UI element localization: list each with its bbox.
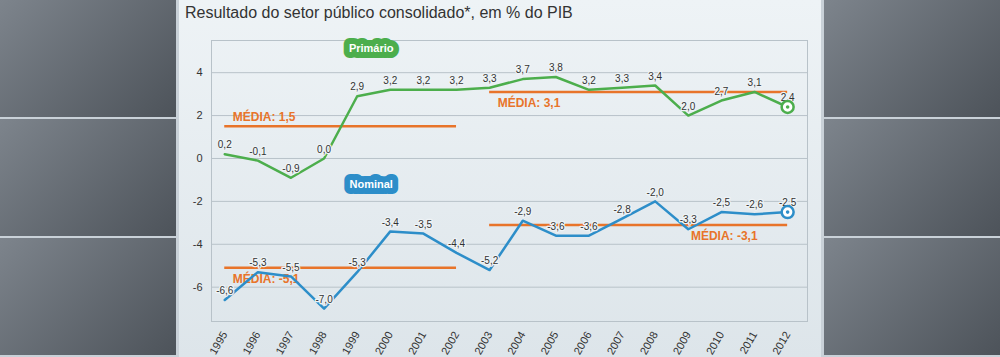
svg-text:3,8: 3,8: [549, 62, 563, 73]
svg-text:MÉDIA: -5,1: MÉDIA: -5,1: [232, 271, 300, 286]
svg-text:-2,5: -2,5: [779, 197, 797, 209]
svg-text:1998: 1998: [306, 329, 329, 356]
svg-text:2005: 2005: [538, 329, 561, 356]
svg-text:4: 4: [196, 66, 202, 78]
svg-text:-4: -4: [193, 238, 203, 250]
svg-text:-4,4: -4,4: [448, 238, 466, 249]
svg-text:0,0: 0,0: [317, 144, 331, 155]
svg-text:-3,4: -3,4: [382, 217, 400, 228]
svg-text:-3,3: -3,3: [680, 214, 698, 225]
svg-text:2009: 2009: [670, 329, 693, 356]
svg-text:Nominal: Nominal: [349, 178, 392, 190]
svg-text:-7,0: -7,0: [315, 294, 333, 305]
svg-text:2000: 2000: [372, 329, 395, 356]
svg-text:3,2: 3,2: [450, 75, 464, 86]
svg-text:-3,6: -3,6: [547, 221, 565, 232]
svg-text:-6,6: -6,6: [216, 285, 234, 296]
svg-text:3,2: 3,2: [383, 75, 397, 86]
svg-text:-2,5: -2,5: [713, 197, 731, 208]
svg-text:-5,3: -5,3: [349, 257, 367, 268]
svg-text:3,3: 3,3: [483, 73, 497, 84]
svg-text:-2,6: -2,6: [746, 199, 764, 210]
svg-text:-2,0: -2,0: [647, 187, 665, 198]
svg-text:0,2: 0,2: [218, 139, 232, 150]
svg-text:1996: 1996: [240, 329, 263, 356]
svg-text:1999: 1999: [339, 329, 362, 356]
svg-text:2,7: 2,7: [714, 86, 728, 97]
svg-text:-0,9: -0,9: [282, 163, 300, 174]
svg-text:1997: 1997: [273, 329, 296, 356]
svg-text:3,3: 3,3: [615, 73, 629, 84]
svg-text:MÉDIA: 1,5: MÉDIA: 1,5: [233, 109, 296, 124]
svg-text:3,4: 3,4: [648, 71, 662, 82]
svg-text:-0,1: -0,1: [249, 146, 267, 157]
svg-text:-3,5: -3,5: [415, 219, 433, 230]
svg-text:2003: 2003: [472, 329, 495, 356]
svg-text:3,2: 3,2: [582, 75, 596, 86]
svg-text:-2: -2: [193, 195, 203, 207]
svg-text:2012: 2012: [770, 329, 793, 356]
svg-text:2,9: 2,9: [350, 81, 364, 92]
svg-text:2010: 2010: [704, 329, 727, 356]
svg-text:2002: 2002: [439, 329, 462, 356]
svg-text:3,7: 3,7: [516, 64, 530, 75]
svg-text:-5,2: -5,2: [481, 255, 499, 266]
svg-text:-5,3: -5,3: [249, 257, 267, 268]
svg-text:Primário: Primário: [349, 42, 394, 54]
svg-text:1995: 1995: [207, 329, 230, 356]
svg-text:2004: 2004: [505, 329, 528, 356]
svg-text:2011: 2011: [737, 329, 759, 355]
svg-text:3,1: 3,1: [748, 77, 762, 88]
svg-text:2: 2: [196, 109, 202, 121]
svg-text:MÉDIA: 3,1: MÉDIA: 3,1: [498, 95, 561, 110]
svg-text:0: 0: [196, 152, 202, 164]
svg-text:2008: 2008: [637, 329, 660, 356]
svg-text:MÉDIA: -3,1: MÉDIA: -3,1: [691, 228, 758, 243]
svg-text:-2,9: -2,9: [514, 206, 532, 217]
svg-text:2,0: 2,0: [681, 101, 695, 112]
svg-text:2001: 2001: [406, 329, 429, 356]
html-text:Resultado do setor público con: Resultado do setor público consolidado*,…: [185, 4, 573, 21]
svg-text:-6: -6: [193, 281, 203, 293]
svg-text:3,2: 3,2: [416, 75, 430, 86]
svg-text:-2,8: -2,8: [613, 204, 631, 215]
svg-text:2006: 2006: [571, 329, 594, 356]
svg-text:2007: 2007: [604, 329, 627, 356]
svg-text:-3,6: -3,6: [580, 221, 598, 232]
svg-text:-5,5: -5,5: [282, 262, 300, 273]
svg-text:2,4: 2,4: [780, 92, 795, 104]
